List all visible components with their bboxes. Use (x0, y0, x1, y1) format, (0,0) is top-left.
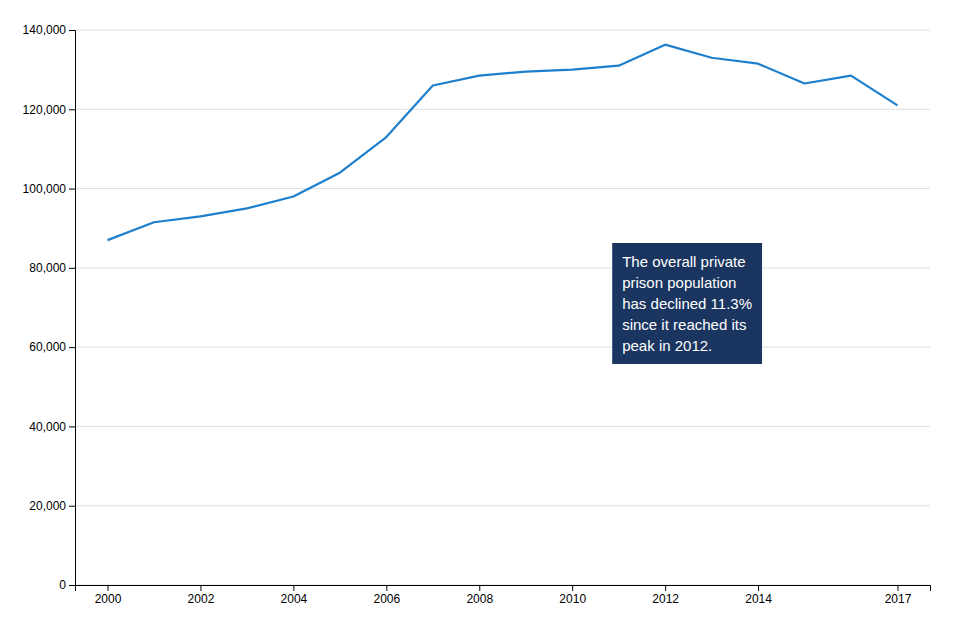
x-tick-mark (758, 585, 759, 591)
grid-line (75, 188, 930, 189)
x-tick: 2014 (745, 585, 772, 606)
x-tick-label: 2008 (466, 592, 493, 606)
x-tick: 2000 (95, 585, 122, 606)
annotation: The overall private prison population has … (612, 243, 762, 364)
y-tick: 100,000 (23, 182, 75, 196)
y-tick: 140,000 (23, 23, 75, 37)
y-tick: 60,000 (29, 340, 75, 354)
x-tick-mark (108, 585, 109, 591)
x-tick-label: 2002 (188, 592, 215, 606)
y-tick-mark (69, 426, 75, 427)
annotation-line: The overall private (622, 253, 745, 270)
annotation-box (612, 243, 762, 364)
x-tick-mark (293, 585, 294, 591)
grid (75, 30, 930, 585)
x-tick-mark (386, 585, 387, 591)
annotation-line: prison population (622, 274, 736, 291)
y-tick: 80,000 (29, 261, 75, 275)
grid-line (75, 267, 930, 268)
y-tick-label: 140,000 (23, 23, 67, 37)
y-tick-label: 120,000 (23, 103, 67, 117)
y-tick-mark (69, 109, 75, 110)
x-tick-label: 2012 (652, 592, 679, 606)
x-tick: 2004 (281, 585, 308, 606)
y-tick: 0 (59, 578, 75, 592)
grid-line (75, 30, 930, 31)
x-tick: 2012 (652, 585, 679, 606)
x-axis: 2000 2002 2004 2006 2008 2010 2012 2014 2017 (76, 585, 931, 606)
chart: 0 20,000 40,000 60,000 80,000 100,000 120,000 1… (0, 0, 960, 630)
y-tick-label: 0 (59, 578, 66, 592)
y-tick-label: 80,000 (29, 261, 66, 275)
y-tick-mark (69, 30, 75, 31)
x-tick-label: 2000 (95, 592, 122, 606)
y-tick: 120,000 (23, 103, 75, 117)
x-tick: 2002 (188, 585, 215, 606)
x-tick-label: 2014 (745, 592, 772, 606)
marks (108, 45, 898, 240)
y-tick-mark (69, 585, 75, 586)
y-tick: 40,000 (29, 420, 75, 434)
y-axis: 0 20,000 40,000 60,000 80,000 100,000 120,000 1… (23, 23, 76, 592)
x-tick-label: 2017 (885, 592, 912, 606)
x-tick-mark (572, 585, 573, 591)
y-tick: 20,000 (29, 499, 75, 513)
annotation-text: The overall private prison population has … (622, 253, 752, 354)
y-tick-mark (69, 268, 75, 269)
annotation-line: peak in 2012. (622, 337, 712, 354)
y-tick-label: 20,000 (29, 499, 66, 513)
annotation-line: since it reached its (622, 316, 746, 333)
x-tick-mark (897, 585, 898, 591)
grid-line (75, 426, 930, 427)
grid-line (75, 505, 930, 506)
x-tick-label: 2010 (559, 592, 586, 606)
x-axis-line (76, 586, 931, 592)
x-tick: 2006 (373, 585, 400, 606)
grid-line (75, 347, 930, 348)
plot: 0 20,000 40,000 60,000 80,000 100,000 120,000 1… (23, 23, 931, 605)
y-tick-label: 60,000 (29, 340, 66, 354)
y-tick-mark (69, 506, 75, 507)
y-tick-label: 100,000 (23, 182, 67, 196)
y-tick-mark (69, 347, 75, 348)
x-tick: 2010 (559, 585, 586, 606)
x-tick-mark (200, 585, 201, 591)
annotation-line: has declined 11.3% (622, 295, 752, 312)
x-tick-mark (665, 585, 666, 591)
x-tick-label: 2004 (281, 592, 308, 606)
x-tick-mark (479, 585, 480, 591)
line (108, 45, 898, 240)
grid-line (75, 109, 930, 110)
y-tick-mark (69, 189, 75, 190)
x-tick-label: 2006 (373, 592, 400, 606)
x-tick: 2008 (466, 585, 493, 606)
x-tick: 2017 (885, 585, 912, 606)
y-axis-line (69, 31, 76, 586)
y-tick-label: 40,000 (29, 420, 66, 434)
